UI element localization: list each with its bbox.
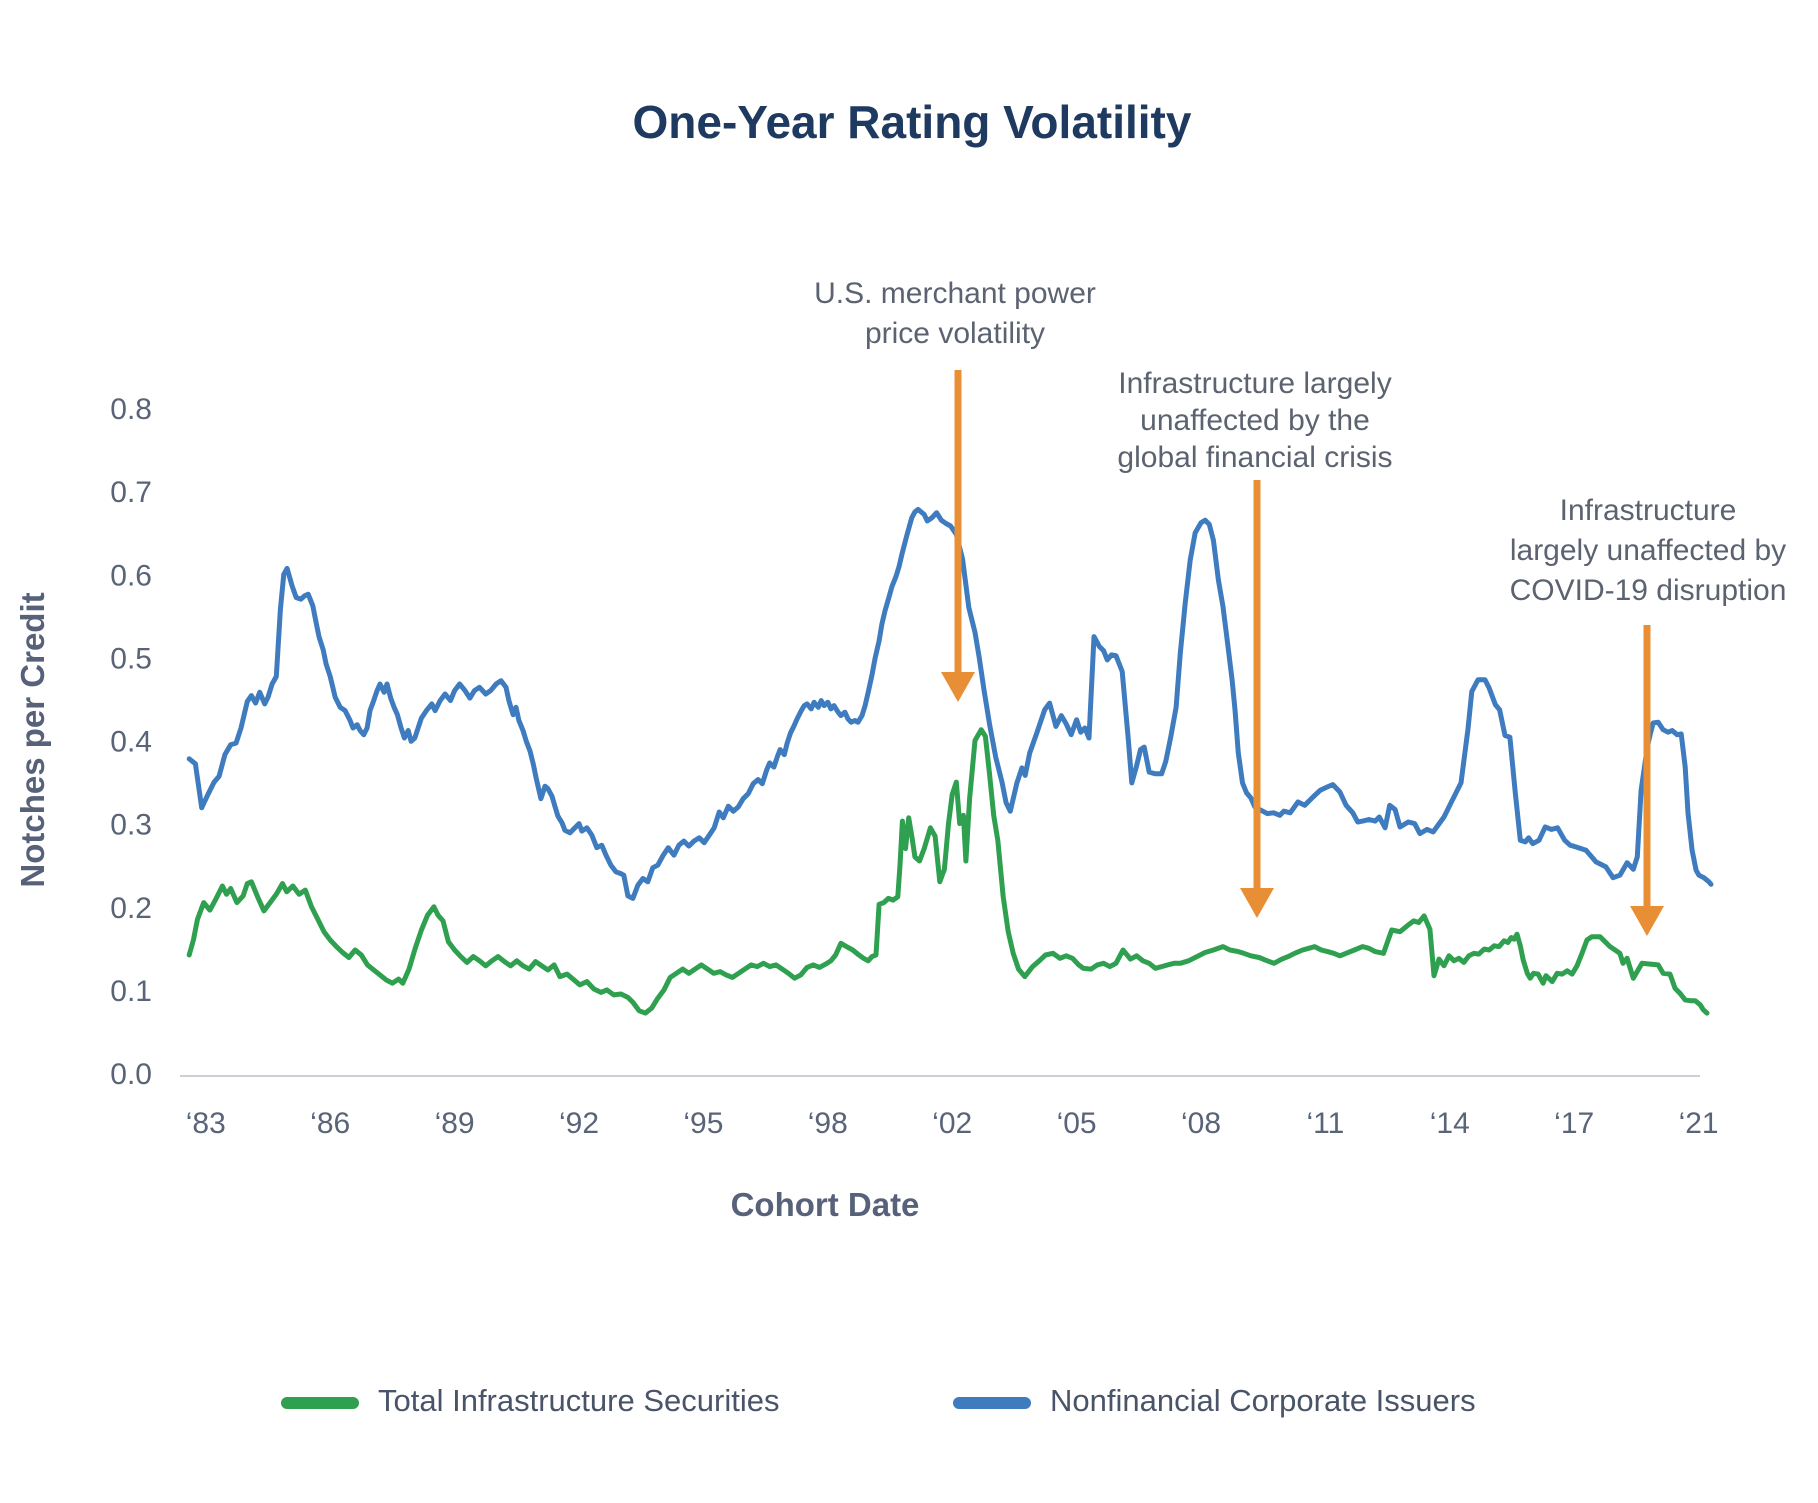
x-tick-label: ‘95: [683, 1107, 723, 1140]
x-tick-label: ‘02: [932, 1107, 972, 1140]
x-axis-title: Cohort Date: [731, 1186, 920, 1223]
annotation-text: U.S. merchant power price volatility: [814, 277, 1096, 350]
x-tick-label: ‘14: [1430, 1107, 1470, 1140]
y-tick-label: 0.5: [110, 642, 152, 675]
y-tick-label: 0.4: [110, 726, 152, 759]
annotation-arrow-head: [941, 672, 975, 702]
x-tick-labels: ‘83 ‘86 ‘89 ‘92 ‘95 ‘98 ‘02 ‘05 ‘08 ‘11 ‘14 ‘17 ‘21: [186, 1107, 1719, 1140]
x-tick-label: ‘98: [808, 1107, 848, 1140]
y-tick-labels: 0.0 0.1 0.2 0.3 0.4 0.5 0.6 0.7 0.8: [110, 393, 152, 1091]
y-tick-label: 0.2: [110, 892, 152, 925]
x-tick-label: ‘05: [1057, 1107, 1097, 1140]
chart-title: One-Year Rating Volatility: [633, 96, 1192, 148]
x-tick-label: ‘11: [1306, 1107, 1344, 1140]
y-tick-label: 0.6: [110, 559, 152, 592]
x-tick-label: ‘83: [186, 1107, 226, 1140]
series-line-nonfinancial-corporate-issuers: [186, 506, 1714, 901]
x-tick-label: ‘89: [435, 1107, 475, 1140]
y-tick-label: 0.0: [110, 1058, 152, 1091]
annotation-text: Infrastructure largely unaffected by COVID…: [1510, 494, 1787, 607]
y-tick-label: 0.3: [110, 809, 152, 842]
legend-swatch: [281, 1397, 359, 1409]
annotations: U.S. merchant power price volatility Infra…: [814, 277, 1786, 936]
y-tick-label: 0.1: [110, 975, 152, 1008]
annotation-arrow-head: [1630, 906, 1664, 936]
annotation-text: Infrastructure largely unaffected by the g…: [1117, 367, 1392, 474]
x-tick-label: ‘08: [1181, 1107, 1221, 1140]
x-tick-label: ‘21: [1679, 1107, 1719, 1140]
annotation-arrow-head: [1240, 888, 1274, 918]
y-tick-label: 0.8: [110, 393, 152, 426]
y-tick-label: 0.7: [110, 476, 152, 509]
x-tick-label: ‘86: [310, 1107, 350, 1140]
x-tick-label: ‘92: [559, 1107, 599, 1140]
y-axis-title: Notches per Credit: [14, 592, 51, 887]
series-lines: [186, 506, 1714, 1016]
legend-label: Total Infrastructure Securities: [378, 1383, 779, 1418]
x-tick-label: ‘17: [1554, 1107, 1594, 1140]
series-line-total-infrastructure-securities: [186, 727, 1710, 1016]
legend: Total Infrastructure Securities Nonfinanc…: [281, 1383, 1476, 1418]
legend-label: Nonfinancial Corporate Issuers: [1050, 1383, 1476, 1418]
legend-swatch: [953, 1397, 1031, 1409]
